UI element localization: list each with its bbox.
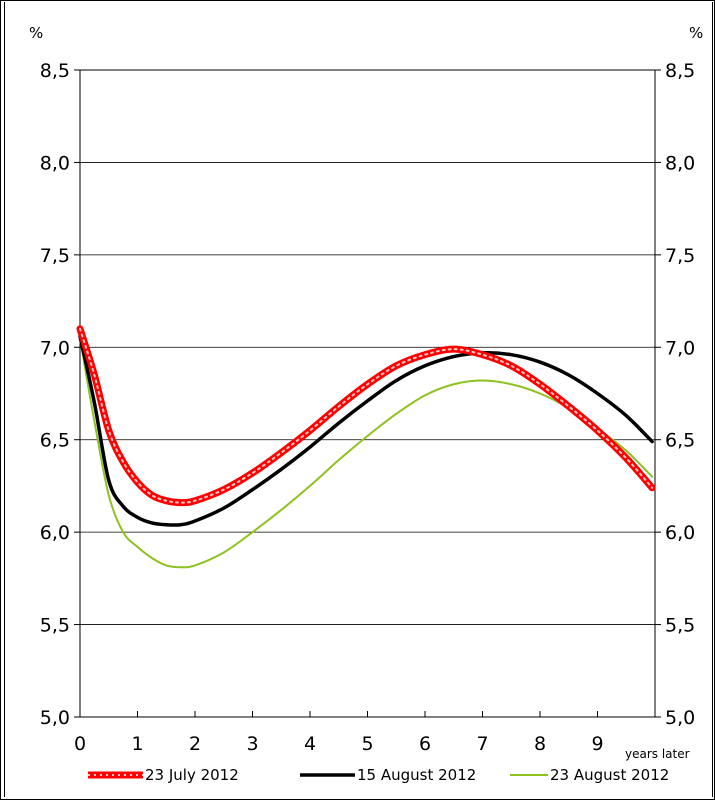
- series-line-2: [78, 334, 654, 527]
- y-tick-label-right: 5,5: [665, 615, 695, 637]
- x-tick-label: 6: [419, 733, 431, 755]
- y-tick-label-left: 8,0: [40, 152, 70, 174]
- y-tick-label-left: 6,5: [40, 430, 70, 452]
- legend: 23 July 2012 15 August 2012 23 August 2012: [88, 766, 669, 784]
- x-tick-label: 2: [189, 733, 201, 755]
- plot-area-border: [79, 69, 656, 718]
- x-tick-label: 8: [534, 733, 546, 755]
- y-tick-label-left: 5,5: [40, 615, 70, 637]
- y-tick-label-left: 6,0: [40, 522, 70, 544]
- y-tick-label-right: 6,5: [665, 430, 695, 452]
- y-tick-label-left: 5,0: [40, 707, 70, 729]
- axis-labels: % % years later 5,0 5,0 5,5 5,5 6,0 6,0 6,5 6,5…: [29, 24, 703, 761]
- x-tick-label: 5: [361, 733, 373, 755]
- y-axis-unit-right: %: [689, 24, 703, 42]
- y-axis-unit-left: %: [29, 24, 43, 42]
- y-tick-label-left: 7,0: [40, 337, 70, 359]
- legend-label-3: 23 August 2012: [550, 766, 669, 784]
- y-tick-label-left: 7,5: [40, 245, 70, 267]
- x-tick-label: 9: [591, 733, 603, 755]
- x-tick-label: 0: [74, 733, 86, 755]
- axes: [74, 69, 661, 718]
- series-line-3: [79, 337, 654, 569]
- y-tick-label-right: 8,0: [665, 152, 695, 174]
- x-tick-label: 3: [246, 733, 258, 755]
- series-lines: [76, 325, 656, 569]
- x-axis-label: years later: [625, 747, 690, 761]
- y-tick-label-right: 8,5: [665, 60, 695, 82]
- chart-inner-frame: [4, 2, 713, 797]
- y-tick-label-right: 6,0: [665, 522, 695, 544]
- x-tick-label: 7: [476, 733, 488, 755]
- series-line-1-pattern: [79, 327, 654, 504]
- y-tick-label-right: 7,5: [665, 245, 695, 267]
- legend-label-1: 23 July 2012: [145, 766, 239, 784]
- grid-lines: [80, 69, 655, 625]
- x-tick-label: 4: [304, 733, 316, 755]
- x-tick-label: 1: [131, 733, 143, 755]
- legend-label-2: 15 August 2012: [357, 766, 476, 784]
- y-tick-label-left: 8,5: [40, 60, 70, 82]
- y-tick-label-right: 7,0: [665, 337, 695, 359]
- y-tick-label-right: 5,0: [665, 707, 695, 729]
- series-line-1: [76, 325, 656, 507]
